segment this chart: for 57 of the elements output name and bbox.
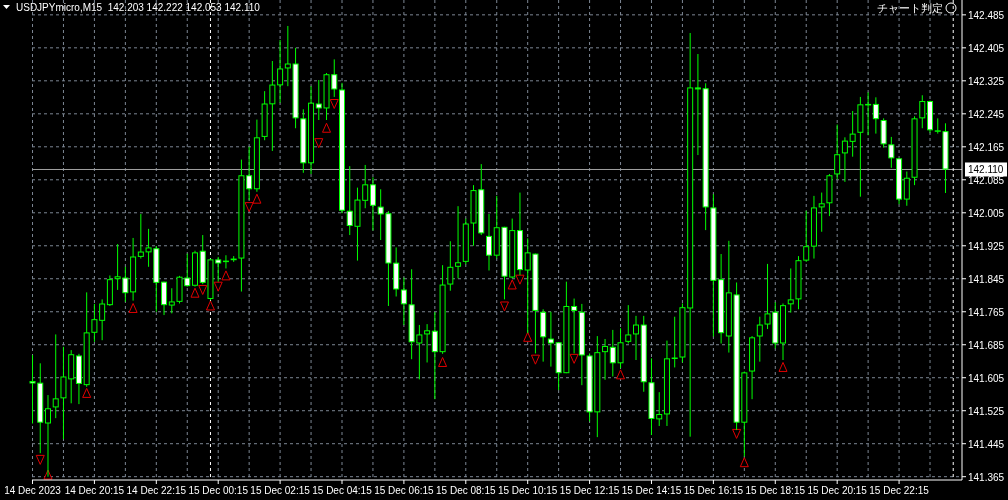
point — [213, 281, 223, 292]
point — [314, 138, 324, 149]
point — [205, 300, 215, 311]
y-tick-label: 141.685 — [968, 339, 1005, 351]
y-tick-label: 141.365 — [968, 471, 1005, 483]
y-tick-label: 141.445 — [968, 438, 1005, 450]
chart-title: USDJPYmicro,M15 142.203 142.222 142.053 142.110 — [16, 2, 261, 13]
point — [530, 354, 540, 365]
x-tick-label: 15 Dec 02:15 — [250, 485, 311, 496]
ref-label: 142.110 — [965, 162, 1007, 177]
y-tick-label: 142.005 — [968, 207, 1005, 219]
x-tick-label: 14 Dec 2023 — [4, 485, 62, 496]
x-tick-label: 15 Dec 20:15 — [807, 485, 868, 496]
y-tick-label: 142.485 — [968, 9, 1005, 21]
annotation: チャート判定 — [877, 2, 943, 14]
point — [35, 454, 45, 465]
point — [523, 331, 533, 342]
point — [569, 353, 579, 364]
point — [732, 428, 742, 439]
x-tick-label: 15 Dec 10:15 — [497, 485, 558, 496]
point — [499, 301, 509, 312]
point — [252, 193, 262, 204]
y-tick-label: 142.245 — [968, 108, 1005, 120]
x-tick-label: 15 Dec 04:15 — [312, 485, 373, 496]
point — [507, 279, 517, 290]
point — [190, 287, 200, 298]
x-tick-label: 15 Dec 08:15 — [436, 485, 496, 496]
y-tick-label: 141.605 — [968, 372, 1005, 384]
point — [329, 99, 339, 110]
point — [128, 302, 138, 313]
x-tick-label: 14 Dec 20:15 — [64, 485, 125, 496]
point — [438, 356, 448, 367]
point — [778, 361, 788, 372]
x-tick-label: 15 Dec 22:15 — [869, 485, 930, 496]
x-tick-label: 15 Dec 16:15 — [683, 485, 744, 496]
y-tick-label: 141.765 — [968, 306, 1005, 318]
y-tick-label: 142.405 — [968, 42, 1005, 54]
y-tick-label: 141.845 — [968, 273, 1005, 285]
point — [198, 284, 208, 295]
y-tick-label: 142.165 — [968, 141, 1005, 153]
x-tick-label: 15 Dec 06:15 — [374, 485, 435, 496]
y-tick-label: 142.085 — [968, 174, 1005, 186]
x-tick-label: 14 Dec 22:15 — [126, 485, 187, 496]
x-tick-label: 15 Dec 00:15 — [188, 485, 249, 496]
point — [515, 274, 525, 285]
point — [82, 387, 92, 398]
y-tick-label: 141.525 — [968, 405, 1005, 417]
x-tick-label: 15 Dec 12:15 — [559, 485, 620, 496]
point — [322, 122, 332, 133]
x-tick-label: 15 Dec 18:15 — [745, 485, 806, 496]
x-tick-label: 15 Dec 14:15 — [621, 485, 682, 496]
y-tick-label: 141.925 — [968, 240, 1005, 252]
point — [244, 202, 254, 213]
point — [221, 270, 231, 281]
y-tick-label: 142.325 — [968, 75, 1005, 87]
point — [739, 457, 749, 468]
point — [616, 369, 626, 380]
